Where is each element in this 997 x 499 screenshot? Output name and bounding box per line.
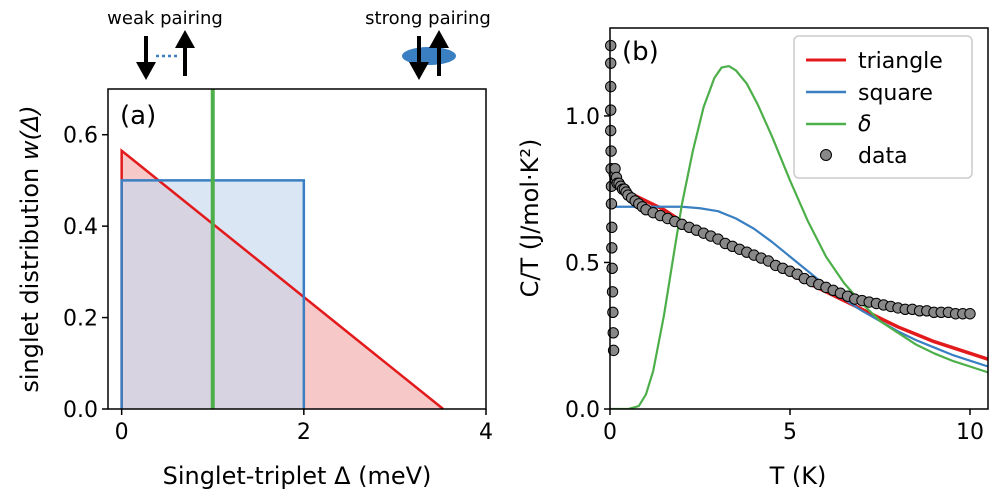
panel-b-ylabel: C/T (J/mol·K²) (516, 139, 544, 298)
panel-b-xtick-label: 5 (783, 420, 797, 445)
panel-a-ylabel-main: singlet distribution (16, 160, 44, 393)
panel-b: 0 5 10 0.0 0.5 1.0 (b) T (K) C/T (J/mol·K²) t… (516, 27, 989, 490)
panel-b-xtick-label: 0 (603, 420, 617, 445)
legend-triangle-label: triangle (858, 49, 943, 74)
data-point (606, 221, 618, 233)
panel-b-frame (609, 27, 989, 410)
panel-a-ylabel-func: w(Δ) (16, 105, 44, 160)
panel-a-xtick-label: 2 (297, 420, 311, 445)
panel-b-ticks: 0 5 10 0.0 0.5 1.0 (565, 105, 984, 445)
data-point (605, 198, 618, 210)
strong-pairing-label: strong pairing (365, 8, 491, 29)
legend-data-swatch (820, 149, 832, 161)
strong-pairing-spin-down-icon (409, 36, 429, 80)
panel-a-ytick-label: 0.6 (63, 124, 98, 149)
panel-a-ytick-label: 0.0 (63, 398, 98, 423)
panel-a-label: (a) (120, 101, 156, 131)
panel-a-lines (120, 89, 444, 410)
panel-b-points (605, 39, 976, 357)
legend-square-label: square (858, 81, 933, 106)
panel-b-ytick-label: 0.5 (565, 251, 600, 276)
strong-pairing-spin-up-icon (429, 30, 449, 76)
panel-a-xtick-label: 0 (115, 420, 129, 445)
legend: triangle square δ data (793, 35, 973, 179)
panel-a-xlabel: Singlet-triplet Δ (meV) (163, 462, 432, 490)
data-point (605, 145, 617, 157)
panel-a-xtick-label: 4 (479, 420, 493, 445)
weak-pairing-spin-up-icon (175, 30, 195, 76)
legend-box (793, 35, 973, 179)
data-point (607, 344, 620, 357)
legend-data-label: data (858, 144, 908, 169)
panel-a-ylabel: singlet distribution w(Δ) (16, 105, 44, 392)
panel-b-label: (b) (622, 37, 659, 67)
panel-a-frame (107, 88, 487, 410)
panel-b-xtick-label: 10 (956, 420, 984, 445)
panel-b-ytick-label: 0.0 (565, 398, 600, 423)
panel-a-ytick-label: 0.4 (63, 215, 98, 240)
data-point (606, 242, 618, 254)
weak-pairing-spin-down-icon (136, 36, 156, 80)
panel-a: 0 2 4 0.0 0.2 0.4 0.6 (a) Singlet-triplet Δ (m… (16, 8, 493, 490)
panel-a-ytick-label: 0.2 (63, 307, 98, 332)
panel-a-ticks: 0 2 4 0.0 0.2 0.4 0.6 (63, 124, 493, 445)
panel-b-ytick-label: 1.0 (565, 105, 600, 130)
data-point (606, 286, 619, 298)
data-point (606, 262, 618, 275)
panel-b-delta-line (610, 64, 988, 409)
data-point (607, 306, 619, 318)
panel-b-square-line (610, 205, 988, 368)
strong-pairing-bond-icon (402, 47, 456, 65)
weak-pairing-label: weak pairing (107, 8, 223, 29)
legend-delta-label: δ (858, 112, 871, 137)
panel-b-xlabel: T (K) (769, 462, 827, 490)
data-point (964, 308, 976, 320)
